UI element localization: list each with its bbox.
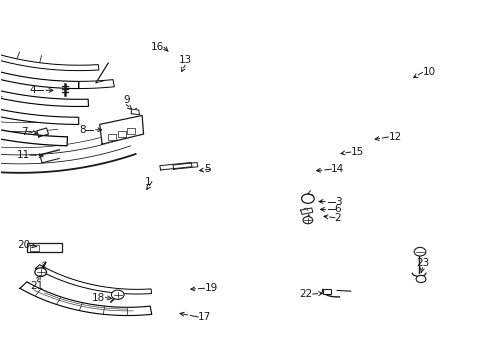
- Polygon shape: [131, 109, 140, 115]
- Text: 4: 4: [29, 85, 36, 95]
- Bar: [118, 131, 125, 137]
- Circle shape: [413, 247, 425, 256]
- Polygon shape: [173, 162, 198, 169]
- Text: 21: 21: [31, 281, 44, 291]
- Polygon shape: [0, 23, 99, 71]
- Text: 8: 8: [79, 125, 86, 135]
- Circle shape: [301, 194, 314, 203]
- Bar: [322, 289, 330, 294]
- Text: 2: 2: [334, 213, 341, 222]
- Text: 15: 15: [350, 147, 363, 157]
- Bar: [30, 245, 39, 251]
- Text: 17: 17: [198, 312, 211, 322]
- Polygon shape: [20, 282, 151, 316]
- Text: 18: 18: [92, 293, 105, 303]
- Text: 11: 11: [17, 150, 30, 160]
- Polygon shape: [0, 71, 67, 146]
- Circle shape: [111, 290, 124, 300]
- Text: 5: 5: [203, 164, 210, 174]
- Text: 1: 1: [145, 177, 152, 187]
- Text: 23: 23: [415, 258, 428, 268]
- Polygon shape: [160, 162, 192, 170]
- Text: 20: 20: [17, 240, 30, 250]
- Text: 9: 9: [123, 95, 129, 105]
- Text: 19: 19: [204, 283, 217, 293]
- Text: 12: 12: [387, 132, 401, 142]
- Text: 6: 6: [334, 204, 341, 215]
- Circle shape: [415, 275, 425, 283]
- Text: 10: 10: [422, 67, 435, 77]
- Polygon shape: [0, 62, 79, 125]
- Polygon shape: [0, 35, 79, 89]
- Circle shape: [35, 268, 46, 276]
- Bar: [26, 243, 61, 252]
- Text: 14: 14: [330, 164, 344, 174]
- Polygon shape: [300, 208, 312, 215]
- Text: 7: 7: [21, 127, 27, 136]
- Text: 3: 3: [334, 197, 341, 207]
- Bar: [108, 134, 116, 140]
- Polygon shape: [37, 128, 48, 137]
- Text: 22: 22: [299, 289, 312, 299]
- Polygon shape: [0, 48, 88, 107]
- Circle shape: [303, 217, 312, 224]
- Bar: [127, 129, 135, 134]
- Polygon shape: [36, 265, 151, 294]
- Text: 13: 13: [178, 55, 191, 65]
- Text: 16: 16: [150, 42, 163, 52]
- Polygon shape: [100, 116, 143, 144]
- Polygon shape: [79, 80, 114, 89]
